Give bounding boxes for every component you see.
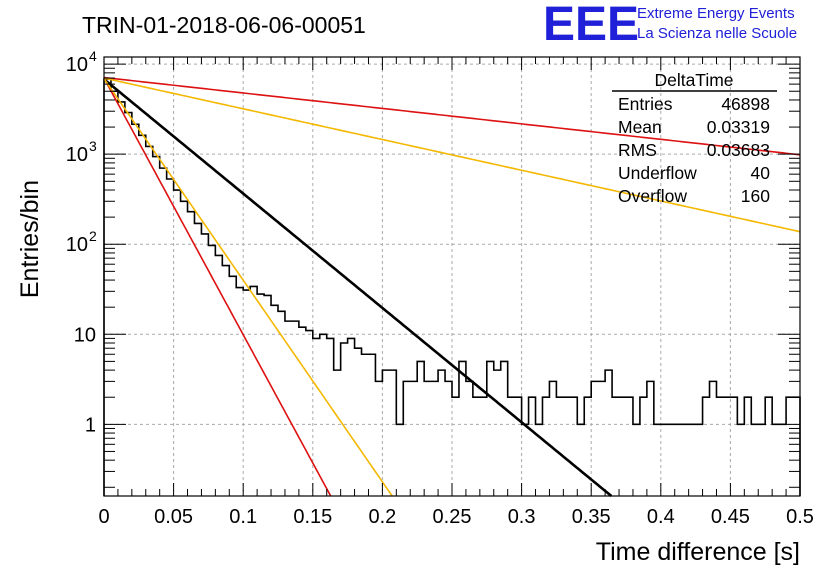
- fit-curves: [103, 76, 801, 498]
- x-tick-label: 0.1: [229, 506, 257, 528]
- y-tick-label: 10: [74, 324, 96, 346]
- y-tick-label: 1: [85, 414, 96, 436]
- axis-ticks: [103, 57, 801, 496]
- logo-mark: EEE: [543, 0, 639, 51]
- histogram: [103, 78, 801, 496]
- x-tick-label: 0.2: [368, 506, 396, 528]
- tick-labels: 0 0.05 0.1 0.15 0.2 0.25 0.3 0.35 0.4 0.45 0.5 1 10 1…: [66, 48, 814, 528]
- y-tick-exponent: 4: [89, 48, 97, 64]
- x-tick-label: 0.5: [786, 506, 814, 528]
- stats-value: 0.03683: [707, 140, 770, 160]
- stats-box: DeltaTime Entries 46898 Mean 0.03319 RMS 0.03…: [612, 70, 777, 206]
- y-tick-label: 10: [66, 234, 88, 256]
- y-tick-label: 10: [66, 54, 88, 76]
- stats-label: Mean: [618, 117, 662, 137]
- stats-rows: Entries 46898 Mean 0.03319 RMS 0.03683 Underfl…: [618, 94, 770, 206]
- stats-title: DeltaTime: [654, 70, 733, 90]
- stats-value: 40: [751, 163, 771, 183]
- fit-curve-3: [103, 76, 801, 156]
- y-tick-exponent: 2: [89, 228, 97, 244]
- stats-label: Underflow: [618, 163, 697, 183]
- x-tick-label: 0.45: [711, 506, 750, 528]
- logo-line-1: Extreme Energy Events: [637, 5, 795, 22]
- stats-value: 0.03319: [707, 117, 770, 137]
- x-tick-label: 0.4: [647, 506, 675, 528]
- y-tick-exponent: 3: [89, 138, 97, 154]
- y-tick-label: 10: [66, 144, 88, 166]
- stats-value: 160: [741, 186, 770, 206]
- x-axis-title: Time difference [s]: [596, 538, 800, 566]
- x-tick-label: 0.35: [572, 506, 611, 528]
- chart-title: TRIN-01-2018-06-06-00051: [82, 12, 366, 38]
- fit-curve-1: [103, 77, 332, 497]
- fit-curve-2: [103, 78, 393, 497]
- stats-label: Entries: [618, 94, 673, 114]
- logo-line-2: La Scienza nelle Scuole: [637, 25, 797, 42]
- fit-curve-4: [103, 77, 801, 233]
- stats-label: Overflow: [618, 186, 687, 206]
- fit-curve-0: [103, 78, 613, 498]
- x-tick-label: 0.05: [154, 506, 193, 528]
- x-tick-label: 0.25: [433, 506, 472, 528]
- y-axis-title: Entries/bin: [16, 180, 44, 298]
- histogram-line: [103, 78, 801, 496]
- eee-logo: EEE Extreme Energy Events La Scienza nel…: [543, 0, 797, 51]
- x-tick-label: 0.15: [293, 506, 332, 528]
- stats-value: 46898: [721, 94, 770, 114]
- stats-label: RMS: [618, 140, 657, 160]
- x-tick-label: 0.3: [508, 506, 536, 528]
- x-tick-label: 0: [98, 506, 109, 528]
